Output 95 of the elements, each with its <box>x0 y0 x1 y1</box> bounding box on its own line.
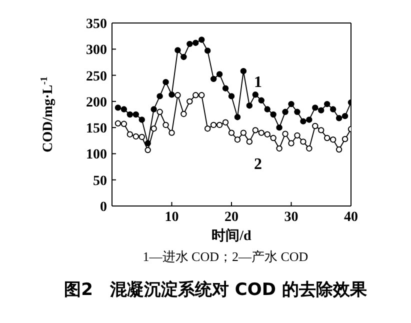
point <box>114 104 122 111</box>
y-tick-label: 350 <box>86 16 107 32</box>
point <box>306 145 312 152</box>
point <box>222 85 229 92</box>
point <box>324 100 330 108</box>
point <box>234 114 241 120</box>
text: 1—进水 COD；2—产水 COD <box>142 248 310 266</box>
point <box>300 138 306 145</box>
point <box>282 130 288 137</box>
x-tick-label: 30 <box>284 210 298 225</box>
point <box>312 104 318 111</box>
point <box>288 100 294 108</box>
point <box>270 111 276 118</box>
point <box>150 106 157 112</box>
point <box>342 136 348 142</box>
point <box>156 108 163 115</box>
point <box>198 36 205 43</box>
point <box>192 40 199 46</box>
point <box>306 116 312 123</box>
annotation: 1 <box>254 74 262 92</box>
point <box>132 111 139 118</box>
point <box>180 110 187 118</box>
point <box>276 124 282 131</box>
y-tick-label: 200 <box>86 95 107 110</box>
point <box>318 107 324 114</box>
point <box>144 140 151 146</box>
point <box>120 120 128 128</box>
point <box>228 130 235 136</box>
point <box>138 116 145 123</box>
point <box>156 93 163 100</box>
point <box>246 102 253 109</box>
point <box>210 122 217 128</box>
point <box>162 122 169 128</box>
point <box>270 134 276 142</box>
y-tick-label: 50 <box>93 174 107 189</box>
point <box>318 127 324 134</box>
point <box>240 130 247 136</box>
point <box>228 93 235 100</box>
point <box>240 68 247 74</box>
point <box>144 146 151 154</box>
point <box>216 122 223 128</box>
point <box>264 131 270 138</box>
x-axis-title: 时间/d <box>212 228 252 244</box>
point <box>342 112 348 120</box>
point <box>252 127 258 134</box>
point <box>246 138 253 145</box>
point <box>126 111 134 118</box>
point <box>312 122 318 130</box>
point <box>276 145 282 152</box>
point <box>324 134 330 142</box>
point <box>210 76 217 82</box>
point <box>336 146 342 153</box>
x-tick-label: 20 <box>224 210 238 225</box>
x-tick-label: 40 <box>344 210 358 225</box>
point <box>216 71 223 78</box>
y-tick-label: 100 <box>86 148 107 163</box>
point <box>162 78 169 86</box>
x-tick-label: 10 <box>164 210 179 225</box>
point <box>282 108 288 115</box>
y-tick-label: 150 <box>86 122 107 137</box>
point <box>222 119 229 126</box>
point <box>138 134 145 140</box>
point <box>294 132 300 139</box>
point <box>132 133 139 140</box>
point <box>120 106 128 112</box>
point <box>336 115 342 122</box>
point <box>198 92 205 98</box>
point <box>204 126 211 132</box>
y-tick-label: 0 <box>100 200 107 215</box>
point <box>114 120 122 126</box>
y-tick-label: 300 <box>86 43 107 58</box>
point <box>264 106 270 112</box>
point <box>204 48 211 54</box>
point <box>180 54 187 60</box>
annotation: 2 <box>254 156 262 174</box>
point <box>174 92 181 98</box>
point <box>234 136 241 143</box>
point <box>186 98 193 105</box>
point <box>258 97 264 104</box>
point <box>168 92 175 98</box>
point <box>174 47 181 54</box>
point <box>186 40 193 48</box>
point <box>288 140 294 146</box>
text: 图2 混凝沉淀系统对 COD 的去除效果 <box>63 279 368 301</box>
y-tick-label: 250 <box>86 69 107 84</box>
point <box>192 92 199 98</box>
point <box>126 131 134 138</box>
point <box>168 130 175 136</box>
point <box>258 130 264 136</box>
point <box>252 92 258 98</box>
point <box>300 118 306 124</box>
point <box>330 136 336 143</box>
point <box>294 108 300 115</box>
point <box>150 126 157 132</box>
point <box>330 106 336 112</box>
